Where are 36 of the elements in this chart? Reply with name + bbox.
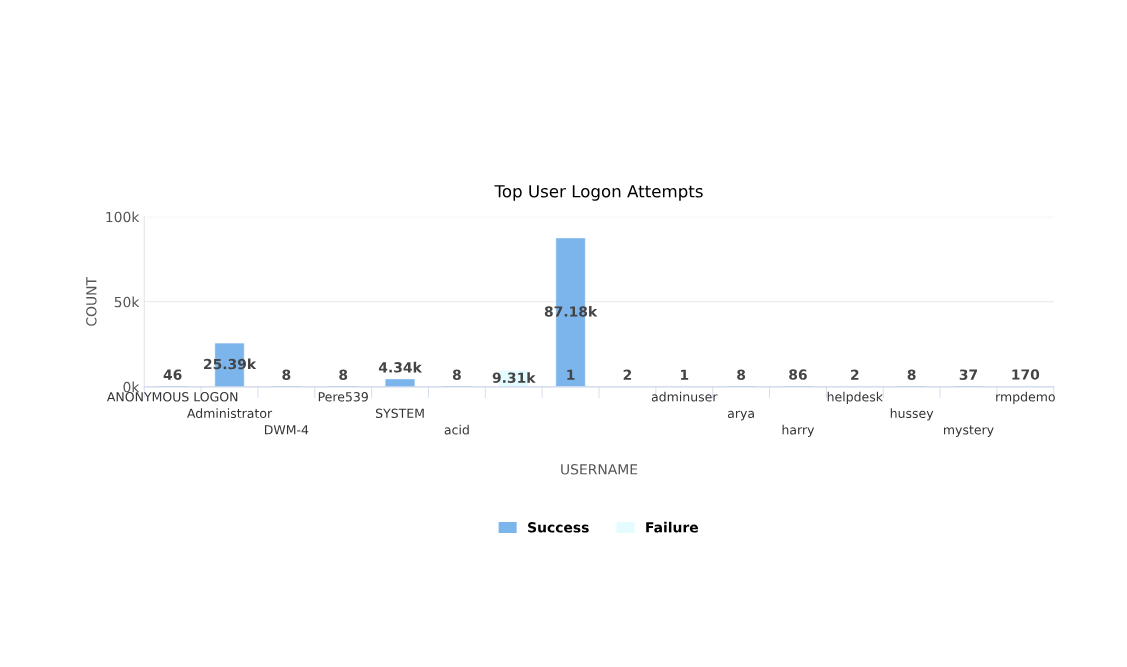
x-tick-label: harry	[782, 424, 815, 437]
data-label: 8	[907, 369, 916, 380]
x-tick-label: DWM-4	[264, 425, 309, 435]
data-label: 46	[163, 369, 182, 380]
data-label: 2	[851, 369, 859, 380]
chart-title: Top User Logon Attempts	[494, 185, 703, 201]
x-tick-label: acid	[444, 424, 469, 435]
y-axis-title: COUNT	[86, 276, 97, 326]
x-tick-label: ANONYMOUS LOGON	[106, 392, 238, 402]
data-label: 2	[623, 369, 632, 380]
y-tick-label: 100k	[106, 211, 140, 223]
x-tick-label: hussey	[890, 408, 934, 421]
data-label: 8	[282, 369, 291, 380]
x-tick-label: arya	[727, 410, 754, 421]
x-tick-label: helpdesk	[827, 391, 883, 404]
legend-label: Failure	[646, 521, 699, 533]
data-label: 4.34k	[378, 361, 423, 373]
data-label: 1	[567, 369, 575, 380]
data-label: 8	[339, 369, 348, 380]
x-axis-title: USERNAME	[561, 464, 638, 475]
y-tick-label: 0k	[123, 381, 140, 393]
legend-label: Success	[528, 522, 589, 533]
data-label: 86	[789, 369, 807, 380]
data-label: 9.31k	[492, 372, 536, 383]
data-label: 1	[681, 369, 689, 380]
y-tick-label: 50k	[114, 296, 140, 308]
x-tick-label: rmpdemo	[996, 391, 1055, 404]
data-label: 170	[1012, 369, 1040, 380]
data-label: 8	[737, 369, 746, 380]
data-label: 37	[959, 369, 978, 380]
data-label: 8	[452, 369, 461, 380]
x-tick-label: mystery	[944, 425, 994, 437]
x-tick-label: Pere539	[318, 392, 368, 402]
x-tick-label: SYSTEM	[375, 408, 424, 419]
x-tick-label: Administrator	[187, 408, 273, 419]
x-tick-label: adminuser	[651, 391, 718, 402]
